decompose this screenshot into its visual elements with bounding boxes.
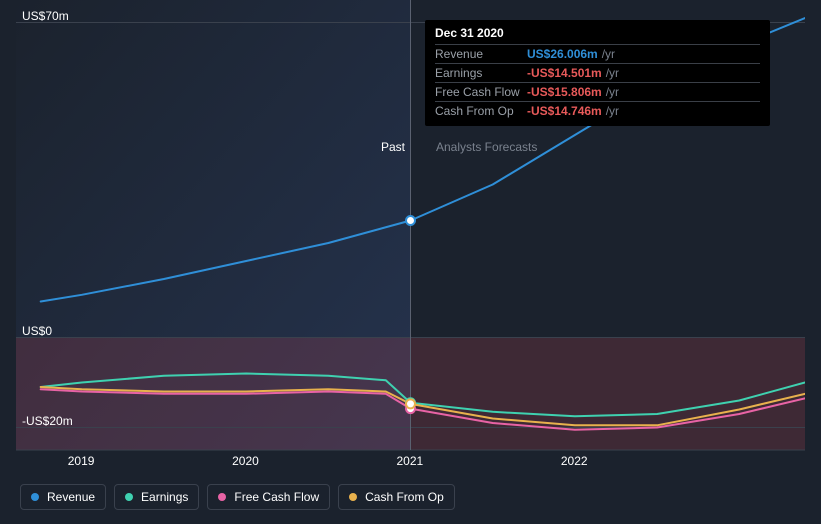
past-label: Past	[381, 140, 405, 154]
legend-dot-icon	[31, 493, 39, 501]
legend-item-earnings[interactable]: Earnings	[114, 484, 199, 510]
tooltip-row-label: Earnings	[435, 66, 527, 80]
legend-dot-icon	[125, 493, 133, 501]
legend-dot-icon	[349, 493, 357, 501]
tooltip-row: Earnings-US$14.501m/yr	[435, 63, 760, 82]
tooltip-row: Cash From Op-US$14.746m/yr	[435, 101, 760, 120]
x-tick-label: 2019	[68, 454, 95, 468]
tooltip-row: Free Cash Flow-US$15.806m/yr	[435, 82, 760, 101]
tooltip-date: Dec 31 2020	[435, 26, 760, 44]
tooltip-row-label: Cash From Op	[435, 104, 527, 118]
chart-tooltip: Dec 31 2020 RevenueUS$26.006m/yrEarnings…	[425, 20, 770, 126]
x-tick-label: 2021	[397, 454, 424, 468]
y-tick-label: US$0	[22, 324, 52, 338]
tooltip-row-suffix: /yr	[606, 104, 619, 118]
tooltip-row-suffix: /yr	[606, 66, 619, 80]
chart-legend: Revenue Earnings Free Cash Flow Cash From O…	[20, 484, 455, 510]
tooltip-row: RevenueUS$26.006m/yr	[435, 44, 760, 63]
legend-item-label: Earnings	[141, 490, 188, 504]
tooltip-row-value: -US$14.746m	[527, 104, 602, 118]
tooltip-row-value: US$26.006m	[527, 47, 598, 61]
tooltip-row-suffix: /yr	[606, 85, 619, 99]
x-tick-label: 2022	[561, 454, 588, 468]
y-tick-label: -US$20m	[22, 414, 73, 428]
tooltip-row-label: Revenue	[435, 47, 527, 61]
legend-dot-icon	[218, 493, 226, 501]
legend-item-label: Free Cash Flow	[234, 490, 319, 504]
legend-item-cfo[interactable]: Cash From Op	[338, 484, 455, 510]
legend-item-label: Cash From Op	[365, 490, 444, 504]
y-tick-label: US$70m	[22, 9, 69, 23]
tooltip-row-value: -US$15.806m	[527, 85, 602, 99]
x-tick-label: 2020	[232, 454, 259, 468]
tooltip-row-label: Free Cash Flow	[435, 85, 527, 99]
legend-item-fcf[interactable]: Free Cash Flow	[207, 484, 330, 510]
forecast-label: Analysts Forecasts	[436, 140, 537, 154]
legend-item-revenue[interactable]: Revenue	[20, 484, 106, 510]
tooltip-row-suffix: /yr	[602, 47, 615, 61]
tooltip-row-value: -US$14.501m	[527, 66, 602, 80]
legend-item-label: Revenue	[47, 490, 95, 504]
marker-revenue	[406, 216, 415, 225]
marker-cfo	[406, 399, 415, 408]
